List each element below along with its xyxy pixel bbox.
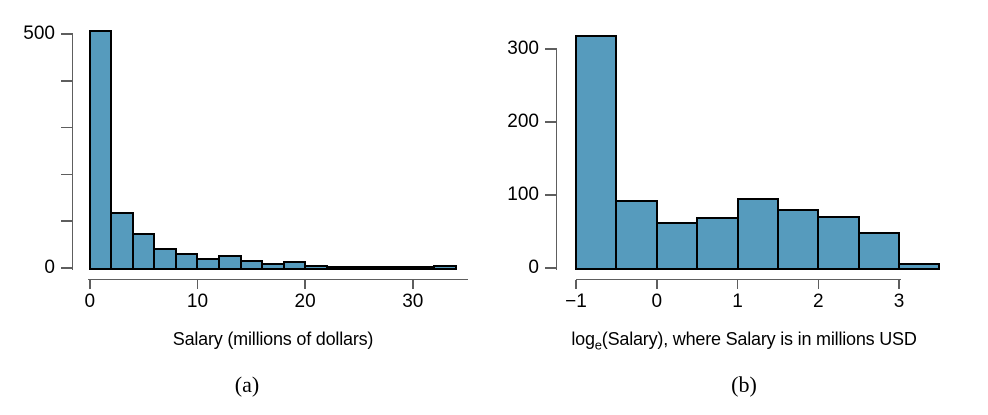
- histogram-bar: [411, 265, 436, 270]
- histogram-bar: [196, 257, 220, 270]
- y-tick-label: 0: [528, 257, 539, 278]
- histogram-bar: [433, 265, 457, 270]
- y-tick-label: 100: [507, 184, 539, 205]
- y-tick-label: 300: [507, 38, 539, 59]
- x-tick-label: 10: [186, 291, 209, 312]
- x-tick-label: −1: [565, 291, 587, 312]
- x-tick: [412, 280, 414, 289]
- y-tick-label: 200: [507, 111, 539, 132]
- histogram-bar: [131, 233, 156, 270]
- x-tick-label: 20: [294, 291, 316, 312]
- x-tick-label: 0: [651, 291, 663, 312]
- y-tick-label: 500: [23, 23, 55, 44]
- y-tick: [61, 126, 73, 129]
- y-tick: [545, 121, 557, 123]
- histogram-bar: [817, 216, 860, 270]
- histogram-bar: [110, 212, 134, 270]
- histogram-bar: [736, 198, 779, 270]
- x-tick-label: 2: [812, 291, 824, 312]
- histogram-bar: [304, 265, 328, 270]
- x-axis-label-b-suffix: (Salary), where Salary is in millions US…: [601, 329, 917, 349]
- y-tick: [61, 220, 73, 222]
- histogram-bar: [153, 248, 177, 270]
- y-tick: [61, 80, 73, 82]
- y-tick: [545, 194, 557, 196]
- y-tick: [61, 33, 73, 35]
- histogram-bar: [261, 262, 285, 270]
- x-tick-label: 0: [84, 291, 96, 312]
- histogram-bar: [174, 252, 199, 270]
- x-axis-label-a: Salary (millions of dollars): [172, 329, 374, 349]
- histogram-bar: [898, 263, 941, 270]
- histogram-bar: [696, 217, 739, 270]
- histogram-bar: [615, 200, 658, 270]
- y-axis-line: [71, 34, 73, 270]
- caption-b: (b): [731, 372, 757, 397]
- histogram-bar: [368, 265, 393, 270]
- x-tick: [575, 280, 577, 289]
- x-tick: [817, 280, 819, 289]
- x-axis-line: [575, 278, 901, 280]
- x-tick: [898, 280, 900, 289]
- y-tick: [61, 267, 73, 269]
- x-axis-label-b: loge(Salary), where Salary is in million…: [571, 329, 917, 353]
- y-tick-label: 0: [44, 257, 55, 278]
- x-tick-label: 1: [732, 291, 743, 312]
- x-tick: [89, 280, 91, 289]
- y-tick: [545, 267, 557, 269]
- histogram-bar: [776, 209, 820, 270]
- x-axis-label-b-subscript: e: [594, 337, 602, 353]
- histogram-bar: [857, 232, 900, 270]
- histogram-bar: [325, 265, 350, 270]
- histogram-bar: [655, 222, 699, 270]
- caption-a: (a): [234, 372, 260, 397]
- histogram-bar: [282, 260, 307, 270]
- histogram-bar: [218, 254, 242, 270]
- y-axis-line: [555, 49, 557, 270]
- x-tick: [656, 280, 658, 289]
- x-axis-line: [87, 278, 468, 280]
- y-tick: [545, 48, 557, 50]
- histogram-bar: [239, 260, 264, 270]
- x-axis-label-b-prefix: log: [571, 329, 595, 349]
- x-tick-label: 3: [893, 291, 905, 312]
- histogram-bar: [88, 29, 113, 270]
- y-tick: [61, 173, 73, 176]
- x-tick: [196, 280, 199, 289]
- x-tick: [304, 280, 306, 289]
- histogram-bar: [347, 265, 371, 270]
- histogram-bar: [575, 35, 618, 270]
- histogram-bar: [390, 265, 414, 270]
- x-tick-label: 30: [402, 291, 424, 312]
- x-tick: [736, 280, 739, 289]
